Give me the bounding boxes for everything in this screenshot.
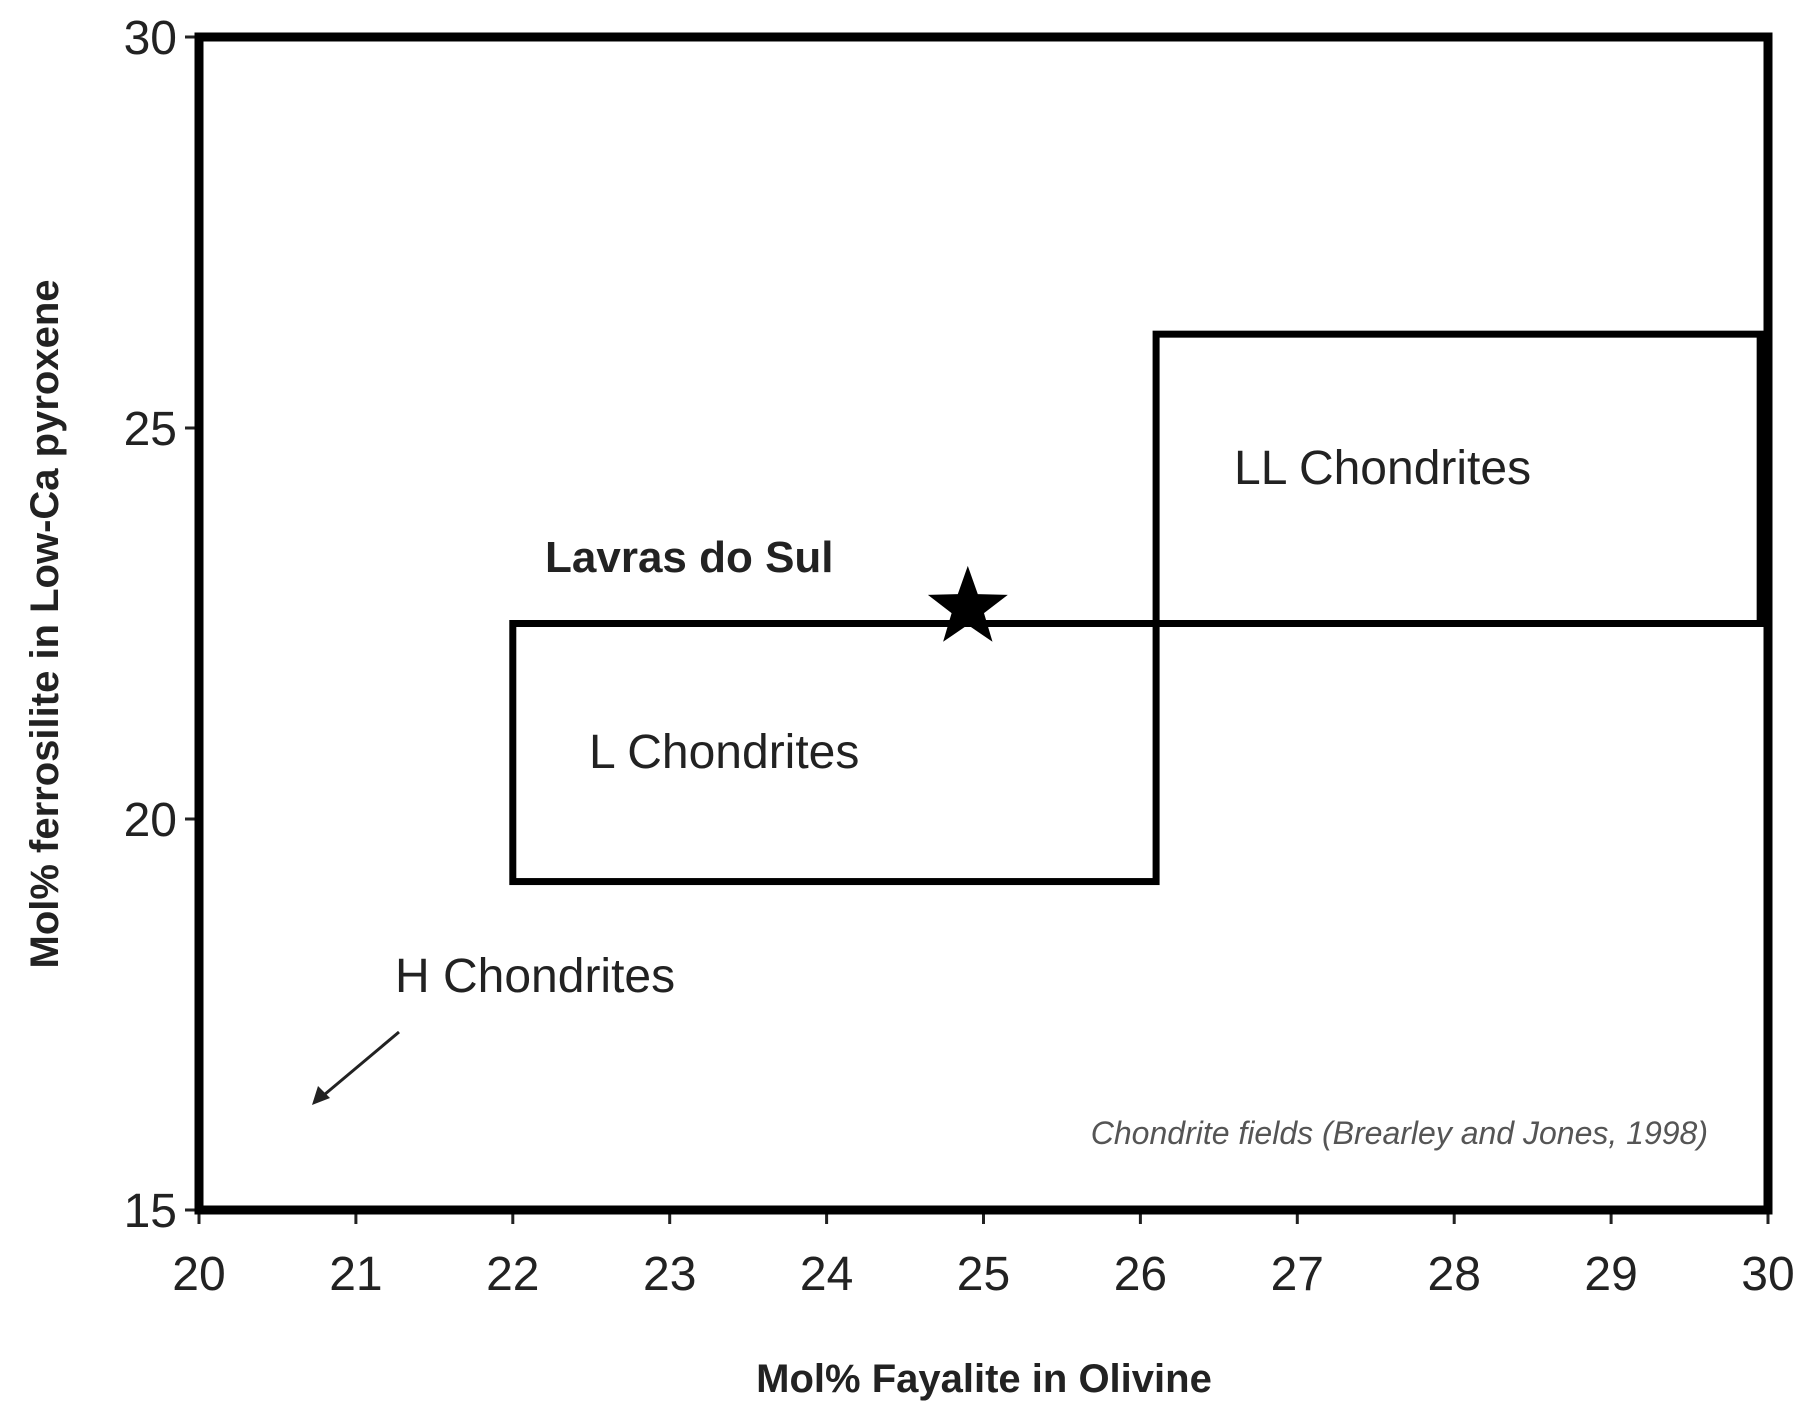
x-tick-label: 20 — [172, 1248, 225, 1301]
region — [509, 620, 1160, 886]
annotation: H Chondrites — [395, 950, 675, 1003]
x-tick-label: 27 — [1271, 1248, 1324, 1301]
x-tick-label: 23 — [643, 1248, 696, 1301]
x-tick-label: 21 — [329, 1248, 382, 1301]
y-tick-label: 15 — [124, 1185, 177, 1238]
annotation: Chondrite fields (Brearley and Jones, 19… — [1091, 1115, 1708, 1151]
x-tick-label: 30 — [1741, 1248, 1794, 1301]
region — [1152, 330, 1764, 627]
arrow-line — [317, 1030, 400, 1102]
x-tick-label: 25 — [957, 1248, 1010, 1301]
arrow-head — [312, 1086, 330, 1105]
x-tick-label: 22 — [486, 1248, 539, 1301]
x-tick-label: 24 — [800, 1248, 853, 1301]
region-label: LL Chondrites — [1234, 442, 1531, 495]
y-axis-label: Mol% ferrosilite in Low-Ca pyroxene — [23, 279, 67, 968]
x-tick-label: 28 — [1428, 1248, 1481, 1301]
y-tick-label: 30 — [124, 12, 177, 65]
x-tick-label: 29 — [1584, 1248, 1637, 1301]
point-label: Lavras do Sul — [545, 533, 834, 582]
x-axis-label: Mol% Fayalite in Olivine — [756, 1357, 1212, 1401]
x-tick-label: 26 — [1114, 1248, 1167, 1301]
region-label: L Chondrites — [589, 726, 859, 779]
y-tick-label: 20 — [124, 794, 177, 847]
plot-frame — [194, 32, 1773, 1215]
y-tick-label: 25 — [124, 403, 177, 456]
star-point — [927, 565, 1008, 642]
